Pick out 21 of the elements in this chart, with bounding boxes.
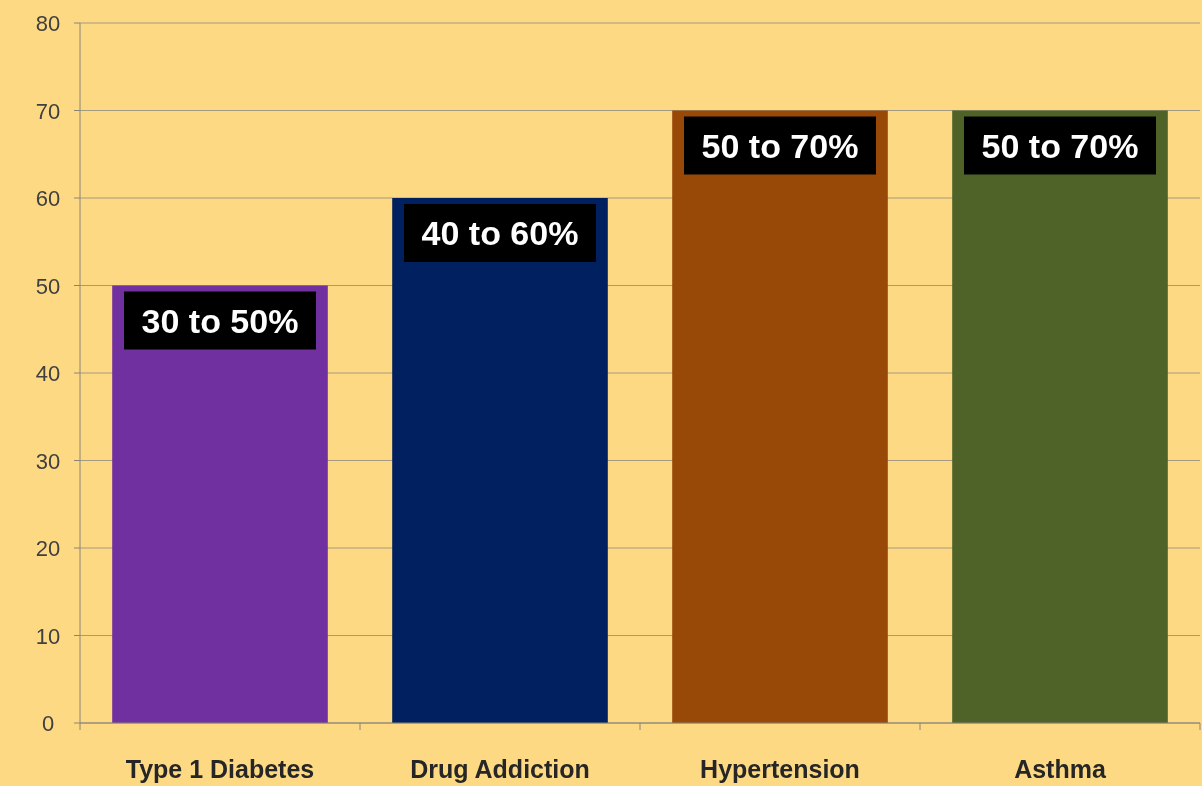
bar [112, 285, 328, 723]
y-tick-label: 80 [35, 11, 61, 36]
y-tick-label: 10 [35, 623, 61, 649]
y-tick-label: 0 [41, 711, 55, 736]
y-tick-label: 70 [35, 98, 61, 124]
y-tick-label: 40 [35, 361, 61, 386]
y-tick-label: 30 [35, 448, 61, 474]
x-tick-label: Hypertension [700, 755, 860, 783]
bar [392, 198, 608, 723]
data-label: 40 to 60% [421, 214, 579, 252]
x-tick-label: Type 1 Diabetes [125, 755, 315, 783]
y-tick-label: 50 [35, 273, 61, 299]
bar [672, 110, 888, 723]
data-label: 50 to 70% [701, 126, 859, 165]
data-label: 30 to 50% [141, 301, 299, 340]
bar [952, 110, 1168, 723]
x-tick-label: Asthma [1014, 755, 1107, 783]
y-tick-label: 20 [35, 536, 61, 561]
x-tick-label: Drug Addiction [410, 755, 590, 783]
y-tick-label: 60 [35, 186, 61, 211]
data-label: 50 to 70% [981, 126, 1139, 165]
